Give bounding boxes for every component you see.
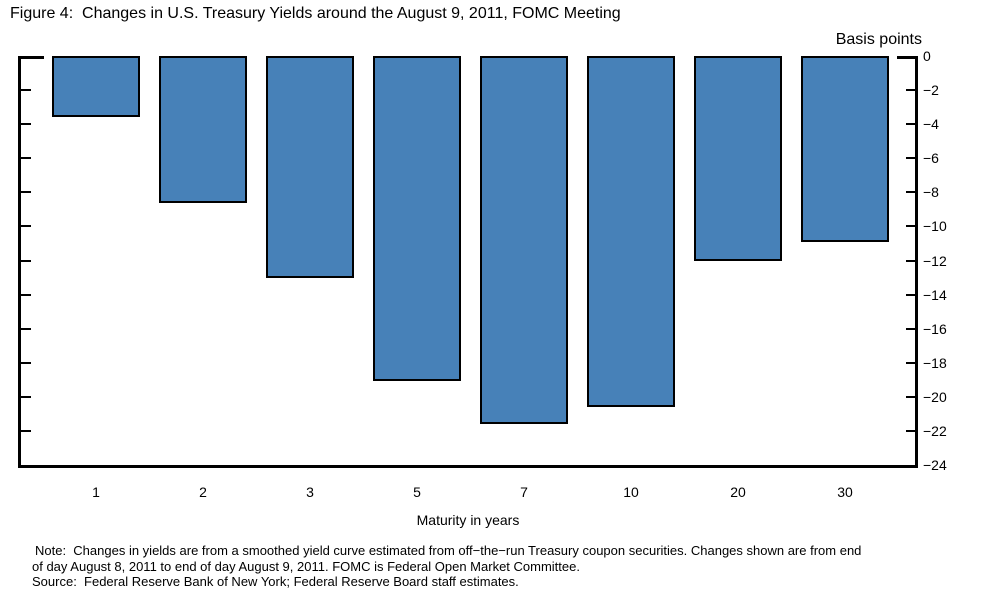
y-axis-tick-left bbox=[18, 259, 31, 262]
y-axis-tick-right bbox=[906, 395, 918, 398]
bar-5y bbox=[373, 56, 461, 381]
y-axis-tick-right bbox=[906, 89, 918, 92]
y-tick-label: −8 bbox=[923, 184, 939, 201]
y-axis-tick-left bbox=[18, 191, 31, 194]
y-axis-tick-right bbox=[906, 327, 918, 330]
bar-1y bbox=[52, 56, 140, 117]
y-axis-tick-right bbox=[906, 259, 918, 262]
y-tick-labels: 0 −2 −4 −6 −8 −10 −12 −14 −16 −18 −20 −22 −24 bbox=[923, 48, 983, 473]
y-tick-label: −20 bbox=[923, 388, 947, 405]
y-tick-label: −24 bbox=[923, 457, 947, 473]
y-axis-tick-right bbox=[906, 157, 918, 160]
y-axis-tick-left bbox=[18, 225, 31, 228]
x-tick-label: 1 bbox=[92, 484, 100, 500]
y-tick-label: −10 bbox=[923, 218, 947, 235]
note-line-2: of day August 8, 2011 to end of day Augu… bbox=[32, 558, 580, 574]
y-axis-tick-left bbox=[18, 429, 31, 432]
note-line-1: Note: Changes in yields are from a smoot… bbox=[35, 543, 862, 558]
x-axis-line bbox=[18, 465, 918, 468]
y-axis-tick-right bbox=[906, 429, 918, 432]
source-line: Source: Federal Reserve Bank of New York… bbox=[32, 574, 519, 589]
y-axis-right-line bbox=[915, 56, 918, 468]
y-axis-tick-right bbox=[906, 293, 918, 296]
x-tick-label: 5 bbox=[413, 484, 421, 500]
x-tick-label: 10 bbox=[623, 484, 639, 500]
y-axis-tick-left bbox=[18, 123, 31, 126]
y-axis-tick-left bbox=[18, 395, 31, 398]
x-tick-label: 2 bbox=[199, 484, 207, 500]
y-axis-tick-right bbox=[906, 361, 918, 364]
bar-20y bbox=[694, 56, 782, 261]
y-tick-label: 0 bbox=[923, 48, 931, 64]
x-tick-label: 30 bbox=[837, 484, 853, 500]
x-tick-labels: 1 2 3 5 7 10 20 30 bbox=[18, 484, 918, 502]
y-axis-tick-left bbox=[18, 157, 31, 160]
zero-tick-right bbox=[897, 56, 918, 59]
footnote: Note: Changes in yields are from a smoot… bbox=[32, 543, 861, 590]
y-axis-left-line bbox=[18, 56, 21, 468]
y-tick-label: −6 bbox=[923, 150, 939, 167]
bar-10y bbox=[587, 56, 675, 407]
y-tick-label: −12 bbox=[923, 252, 947, 269]
chart-plot-area bbox=[18, 56, 918, 468]
y-tick-label: −14 bbox=[923, 286, 947, 303]
y-axis-tick-right bbox=[906, 225, 918, 228]
y-axis-tick-left bbox=[18, 327, 31, 330]
x-axis-title: Maturity in years bbox=[416, 512, 520, 528]
y-tick-label: −22 bbox=[923, 422, 947, 439]
zero-tick-left bbox=[18, 56, 44, 59]
y-axis-tick-right bbox=[906, 191, 918, 194]
bar-30y bbox=[801, 56, 889, 242]
y-axis-tick-right bbox=[906, 123, 918, 126]
y-tick-label: −18 bbox=[923, 354, 947, 371]
x-tick-label: 7 bbox=[520, 484, 528, 500]
x-tick-label: 20 bbox=[730, 484, 746, 500]
x-tick-label: 3 bbox=[306, 484, 314, 500]
y-tick-label: −2 bbox=[923, 82, 939, 99]
bar-3y bbox=[266, 56, 354, 278]
y-axis-tick-left bbox=[18, 89, 31, 92]
y-tick-label: −4 bbox=[923, 116, 939, 133]
y-axis-tick-left bbox=[18, 293, 31, 296]
bar-7y bbox=[480, 56, 568, 424]
y-tick-label: −16 bbox=[923, 320, 947, 337]
figure-title: Figure 4: Changes in U.S. Treasury Yield… bbox=[10, 5, 621, 22]
bar-2y bbox=[159, 56, 247, 203]
y-axis-unit-label: Basis points bbox=[835, 31, 922, 48]
y-axis-tick-left bbox=[18, 361, 31, 364]
